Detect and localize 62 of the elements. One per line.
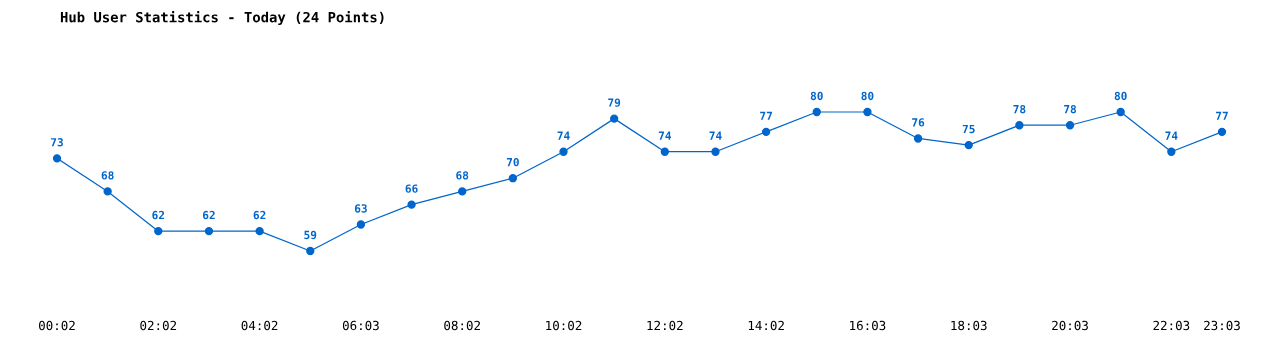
- x-tick-label: 18:03: [951, 320, 987, 331]
- data-label: 59: [304, 230, 317, 240]
- x-tick-label: 12:02: [647, 320, 683, 331]
- data-label: 74: [557, 131, 570, 140]
- point: [913, 134, 923, 143]
- point: [306, 246, 315, 256]
- data-label: 80: [810, 91, 823, 101]
- data-label: 80: [861, 91, 874, 101]
- data-label: 77: [760, 111, 772, 120]
- point: [52, 154, 62, 163]
- data-label: 66: [405, 184, 418, 193]
- x-tick-label: 06:03: [342, 320, 379, 331]
- x-tick-label: 10:02: [546, 320, 582, 331]
- x-tick-label: 08:02: [444, 320, 480, 331]
- point: [610, 114, 619, 123]
- x-tick-label: 22:03: [1153, 320, 1190, 331]
- point: [458, 187, 467, 196]
- x-tick-label: 16:03: [850, 320, 886, 331]
- data-label: 62: [152, 210, 165, 220]
- data-label: 80: [1114, 91, 1127, 101]
- data-label: 68: [101, 171, 114, 180]
- data-label: 68: [456, 171, 469, 180]
- x-tick-label: 00:02: [39, 320, 75, 331]
- point: [508, 174, 518, 183]
- data-label: 79: [608, 98, 621, 107]
- point: [660, 147, 669, 156]
- data-label: 74: [658, 131, 672, 140]
- data-label: 76: [912, 118, 925, 127]
- x-tick-label: 04:02: [241, 320, 278, 331]
- point: [1167, 147, 1176, 156]
- data-label: 78: [1013, 104, 1026, 114]
- point: [761, 127, 771, 137]
- point: [559, 147, 568, 156]
- point: [1217, 127, 1227, 137]
- data-label: 74: [1165, 131, 1178, 140]
- x-tick-label: 14:02: [748, 320, 784, 331]
- point: [1015, 121, 1024, 130]
- data-label: 75: [962, 124, 975, 134]
- chart-title: Hub User Statistics - Today (24 Points): [60, 10, 384, 26]
- point: [154, 226, 163, 236]
- point: [103, 187, 112, 196]
- point: [407, 200, 416, 209]
- x-tick-label: 20:03: [1052, 320, 1088, 331]
- point: [356, 220, 366, 229]
- point: [255, 226, 264, 236]
- data-label: 78: [1064, 104, 1077, 114]
- point: [204, 226, 214, 236]
- x-tick-label: 23:03: [1204, 320, 1240, 331]
- data-label: 70: [506, 157, 519, 167]
- data-label: 77: [1216, 111, 1228, 120]
- data-label: 62: [202, 210, 215, 220]
- point: [1116, 107, 1125, 117]
- point: [711, 147, 720, 156]
- data-label: 63: [354, 204, 367, 213]
- data-label: 62: [253, 210, 266, 220]
- point: [863, 107, 872, 117]
- point: [1065, 121, 1075, 130]
- data-label: 74: [709, 131, 722, 140]
- point: [812, 107, 821, 117]
- point: [964, 140, 973, 150]
- data-label: 73: [51, 138, 63, 147]
- x-tick-label: 02:02: [140, 320, 177, 331]
